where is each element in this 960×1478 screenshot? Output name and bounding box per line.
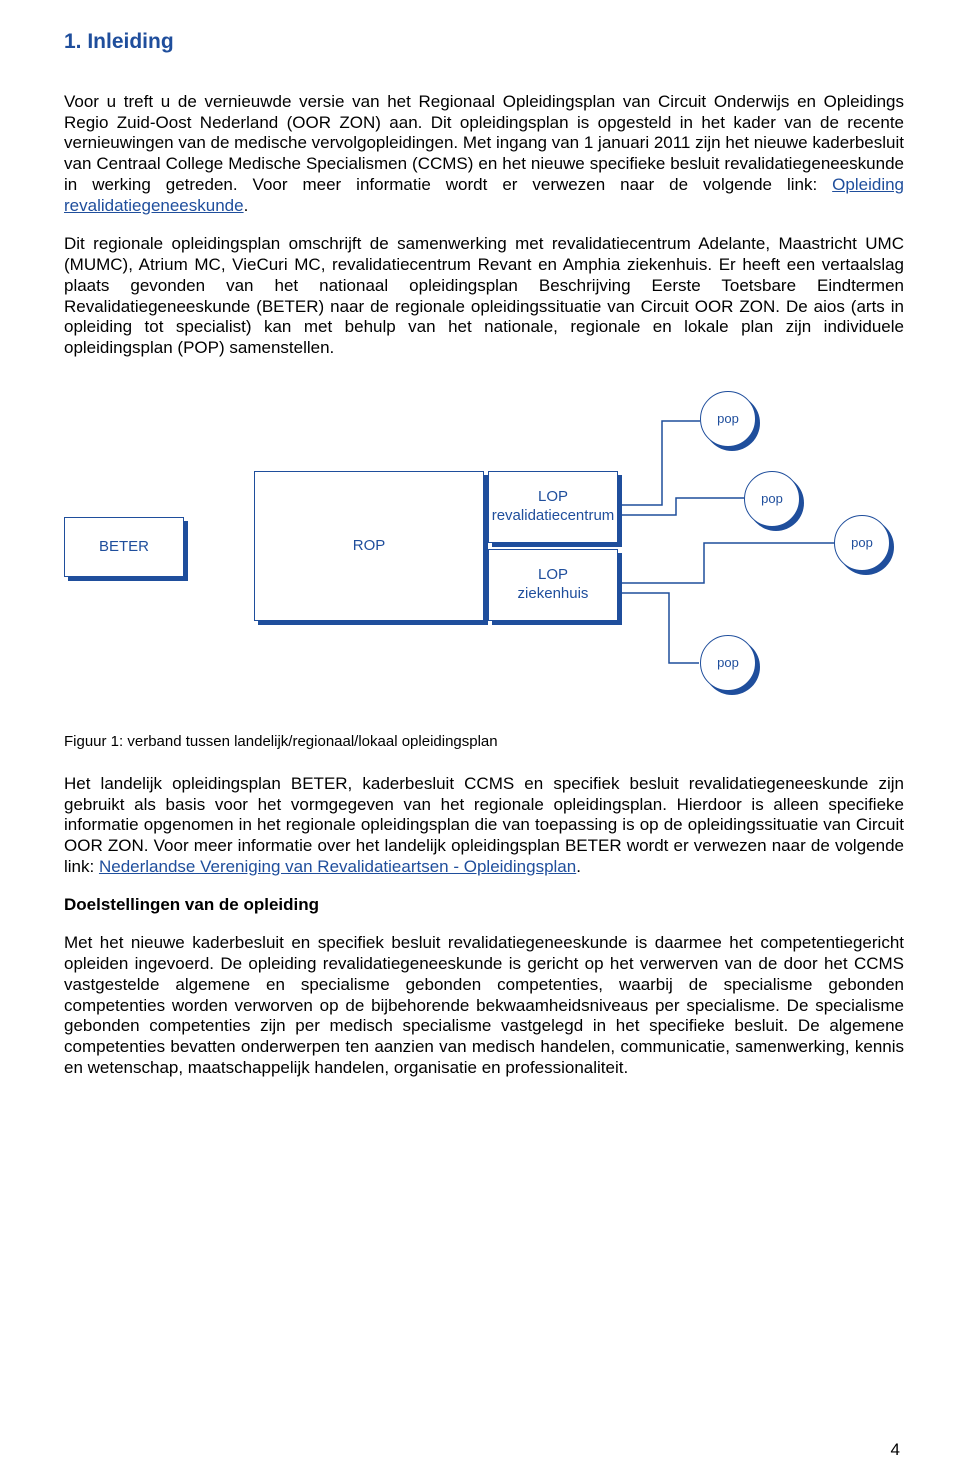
para1-text-b: .: [244, 196, 249, 215]
figure-1-diagram: BETER ROP LOP revalidatiecentrum LOP zie…: [64, 383, 904, 723]
diagram-pop-1: pop: [700, 391, 756, 447]
pop-label-1: pop: [717, 411, 739, 426]
paragraph-2: Dit regionale opleidingsplan omschrijft …: [64, 234, 904, 358]
diagram-box-lop-ziekenhuis: LOP ziekenhuis: [488, 549, 618, 621]
figure-caption: Figuur 1: verband tussen landelijk/regio…: [64, 733, 904, 750]
page-number: 4: [891, 1440, 900, 1460]
paragraph-4: Met het nieuwe kaderbesluit en specifiek…: [64, 933, 904, 1078]
diagram-box-beter: BETER: [64, 517, 184, 577]
pop-label-2: pop: [761, 491, 783, 506]
beter-label: BETER: [99, 538, 149, 555]
para3-text-b: .: [576, 857, 581, 876]
subheading-doelstellingen: Doelstellingen van de opleiding: [64, 895, 904, 915]
paragraph-1: Voor u treft u de vernieuwde versie van …: [64, 92, 904, 216]
paragraph-3: Het landelijk opleidingsplan BETER, kade…: [64, 774, 904, 878]
lop-revalidatie-label: LOP revalidatiecentrum: [492, 488, 615, 526]
diagram-pop-2: pop: [744, 471, 800, 527]
heading-inleiding: 1. Inleiding: [64, 30, 904, 54]
diagram-pop-4: pop: [700, 635, 756, 691]
pop-label-4: pop: [717, 655, 739, 670]
diagram-box-rop: ROP: [254, 471, 484, 621]
link-nvr-opleidingsplan[interactable]: Nederlandse Vereniging van Revalidatiear…: [99, 857, 576, 876]
diagram-box-lop-revalidatie: LOP revalidatiecentrum: [488, 471, 618, 543]
diagram-pop-3: pop: [834, 515, 890, 571]
pop-label-3: pop: [851, 535, 873, 550]
para1-text-a: Voor u treft u de vernieuwde versie van …: [64, 92, 904, 194]
lop-ziekenhuis-label: LOP ziekenhuis: [518, 566, 589, 604]
rop-label: ROP: [353, 537, 386, 554]
